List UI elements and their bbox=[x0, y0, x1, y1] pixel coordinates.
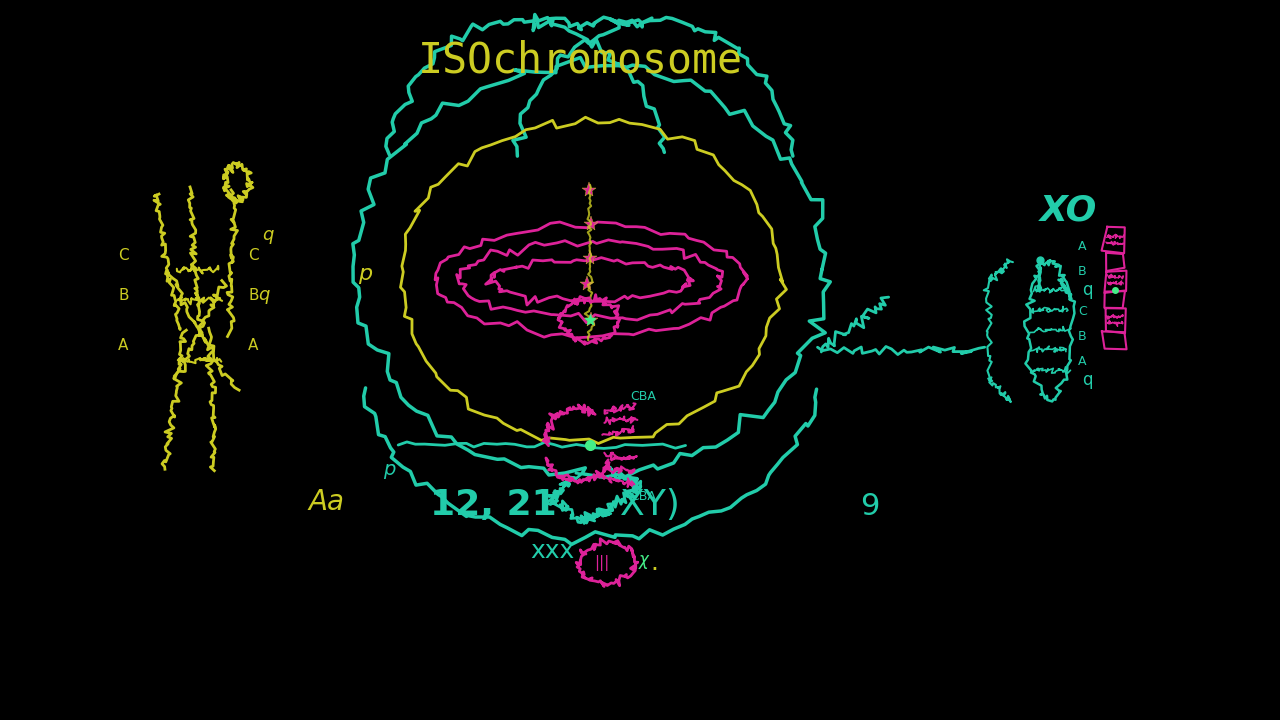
Text: B: B bbox=[248, 287, 259, 302]
Text: $\chi$: $\chi$ bbox=[637, 553, 652, 571]
Text: .: . bbox=[650, 551, 658, 575]
Text: q: q bbox=[259, 286, 269, 304]
Text: C: C bbox=[248, 248, 259, 263]
Text: xxx: xxx bbox=[530, 539, 575, 563]
Text: CBA: CBA bbox=[630, 490, 655, 503]
Text: B: B bbox=[118, 287, 128, 302]
Text: q: q bbox=[1082, 281, 1093, 299]
Text: B: B bbox=[1078, 265, 1087, 278]
Text: A: A bbox=[248, 338, 259, 353]
Text: C: C bbox=[1078, 305, 1087, 318]
Text: XY): XY) bbox=[620, 488, 681, 522]
Text: ISOchromosome: ISOchromosome bbox=[417, 39, 742, 81]
Text: q: q bbox=[1082, 371, 1093, 389]
Text: q: q bbox=[262, 226, 274, 244]
Text: p: p bbox=[358, 264, 372, 284]
Text: A: A bbox=[1078, 355, 1087, 368]
Text: Aa: Aa bbox=[308, 488, 344, 516]
Text: C: C bbox=[118, 248, 128, 263]
Text: |||: ||| bbox=[594, 555, 609, 571]
Text: 9: 9 bbox=[860, 492, 879, 521]
Text: CBA: CBA bbox=[630, 390, 655, 403]
Text: A: A bbox=[118, 338, 128, 353]
Text: p: p bbox=[383, 460, 396, 479]
Text: XO: XO bbox=[1039, 193, 1097, 227]
Text: B: B bbox=[1078, 330, 1087, 343]
Text: A: A bbox=[1078, 240, 1087, 253]
Text: 12, 21: 12, 21 bbox=[430, 488, 557, 522]
